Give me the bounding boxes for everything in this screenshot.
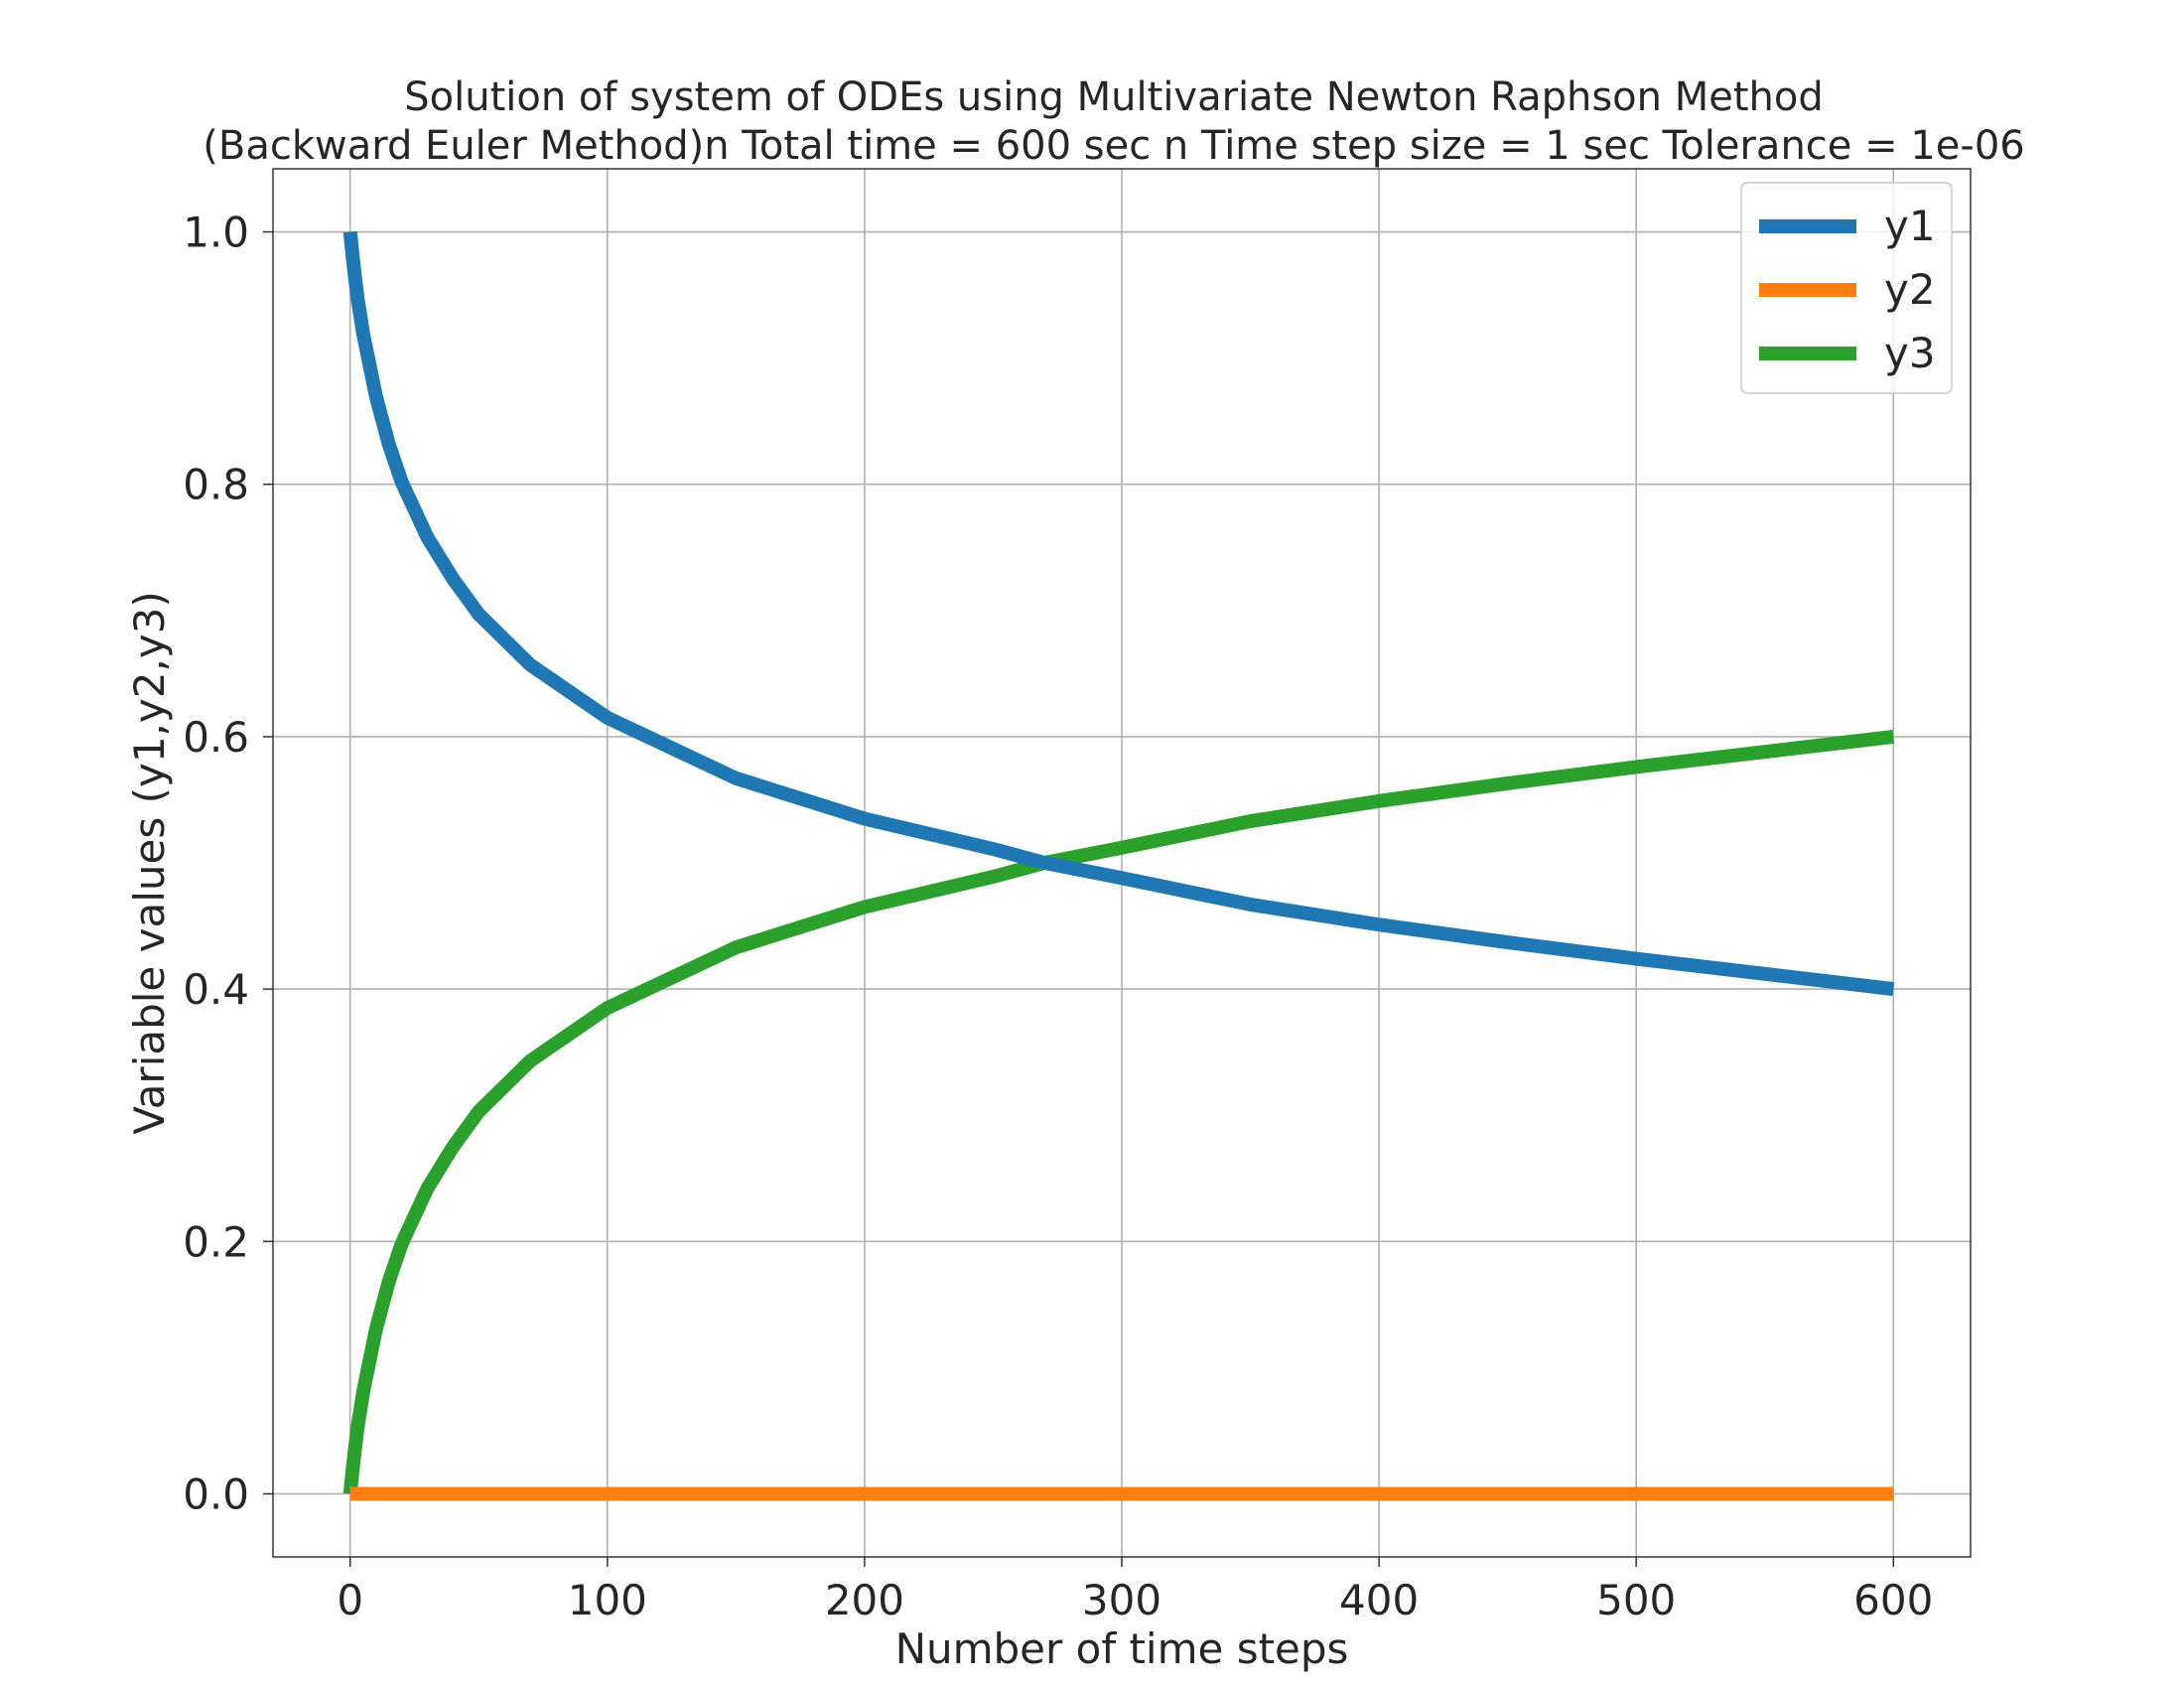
series-lines: [342, 230, 1895, 1501]
y-tick-label: 0.8: [183, 461, 249, 509]
series-line-y3: [342, 729, 1895, 1495]
legend: y1 y2 y3: [1740, 182, 1953, 394]
x-tick-label: 100: [568, 1576, 647, 1624]
x-tick-label: 500: [1596, 1576, 1676, 1624]
chart-subtitle: (Backward Euler Method)n Total time = 60…: [203, 123, 2024, 169]
grid: [273, 169, 1971, 1557]
y-axis-label: Variable values (y1,y2,y3): [125, 591, 174, 1135]
x-tick-label: 300: [1082, 1576, 1161, 1624]
y-tick-label: 0.4: [183, 965, 249, 1014]
x-axis-label: Number of time steps: [895, 1624, 1349, 1673]
x-axis-ticks: 0 100 200 300 400 500 600: [337, 1557, 1933, 1624]
y-tick-label: 0.2: [183, 1217, 249, 1266]
y-tick-label: 0.0: [183, 1470, 249, 1518]
chart-title: Solution of system of ODEs using Multiva…: [404, 74, 1823, 120]
legend-entries: y1 y2 y3: [1759, 202, 1936, 377]
x-tick-label: 600: [1853, 1576, 1933, 1624]
x-tick-label: 400: [1339, 1576, 1419, 1624]
legend-label-y2: y2: [1884, 265, 1936, 314]
x-tick-label: 200: [825, 1576, 904, 1624]
y-tick-label: 0.6: [183, 713, 249, 762]
legend-label-y3: y3: [1884, 329, 1936, 377]
series-line-y1: [342, 230, 1895, 997]
x-tick-label: 0: [337, 1576, 363, 1624]
y-tick-label: 1.0: [183, 209, 249, 257]
y-axis-ticks: 0.0 0.2 0.4 0.6 0.8 1.0: [183, 209, 273, 1518]
legend-label-y1: y1: [1884, 202, 1936, 250]
